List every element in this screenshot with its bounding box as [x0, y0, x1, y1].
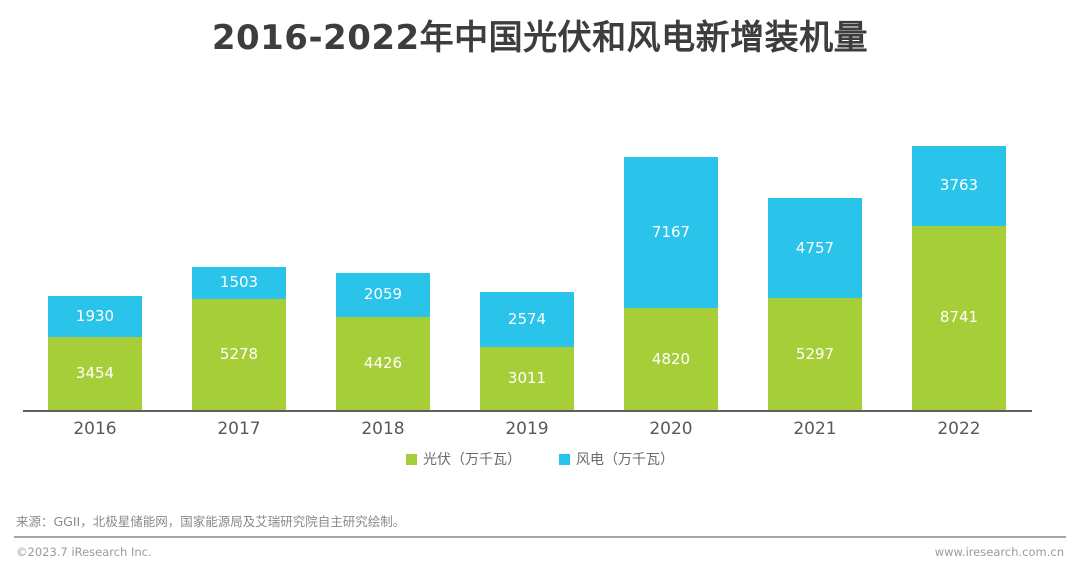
bar-2020-value-pv: 4820: [651, 349, 691, 368]
bar-2020-segment-wind: 7167: [624, 157, 718, 309]
x-tick-2018: 2018: [361, 419, 405, 439]
legend-item-pv: 光伏（万千瓦）: [406, 449, 521, 469]
bar-2021-value-wind: 4757: [795, 238, 835, 257]
bar-2017-segment-pv: 5278: [192, 298, 286, 410]
bar-2016: 1930 3454: [48, 296, 142, 410]
bar-2022: 3763 8741: [912, 146, 1006, 410]
bar-2018-segment-wind: 2059: [336, 273, 430, 317]
bar-2016-segment-wind: 1930: [48, 296, 142, 338]
bar-2017-value-pv: 5278: [219, 344, 259, 363]
bar-2022-value-pv: 8741: [939, 308, 979, 327]
bar-2020-segment-pv: 4820: [624, 308, 718, 410]
bar-2017-segment-wind: 1503: [192, 267, 286, 299]
pv-legend-label: 光伏（万千瓦）: [423, 452, 521, 468]
bar-2021-value-pv: 5297: [795, 344, 835, 363]
bar-2017: 1503 5278: [192, 267, 286, 410]
pv-legend-swatch-icon: [406, 453, 417, 465]
bar-2022-value-wind: 3763: [939, 176, 979, 195]
bars-area: 1930 3454 1503 5278 2059 4426 2574 3011 7167 4820…: [48, 130, 1006, 410]
source-note: 来源：GGII，北极星储能网，国家能源局及艾瑞研究院自主研究绘制。: [16, 514, 406, 529]
bar-2021-segment-pv: 5297: [768, 298, 862, 410]
wind-legend-label: 风电（万千瓦）: [576, 452, 674, 468]
bar-2020-value-wind: 7167: [651, 223, 691, 242]
bar-2019-value-wind: 2574: [507, 309, 547, 328]
x-axis-line: [23, 410, 1032, 412]
x-tick-2020: 2020: [649, 419, 693, 439]
bar-2019-segment-wind: 2574: [480, 292, 574, 347]
bar-2021: 4757 5297: [768, 198, 862, 410]
bar-2021-segment-wind: 4757: [768, 198, 862, 299]
x-tick-2017: 2017: [217, 419, 261, 439]
x-tick-2019: 2019: [505, 419, 549, 439]
bar-2019-value-pv: 3011: [507, 368, 547, 387]
bar-2020: 7167 4820: [624, 157, 718, 410]
bar-2016-segment-pv: 3454: [48, 337, 142, 410]
chart-title: 2016-2022年中国光伏和风电新增装机量: [211, 18, 869, 58]
legend-item-wind: 风电（万千瓦）: [559, 449, 674, 469]
website-text: www.iresearch.com.cn: [934, 545, 1064, 559]
x-tick-2021: 2021: [793, 419, 837, 439]
bar-2016-value-wind: 1930: [75, 307, 115, 326]
bar-2019: 2574 3011: [480, 292, 574, 410]
bar-2016-value-pv: 3454: [75, 364, 115, 383]
bar-2018-value-pv: 4426: [363, 353, 403, 372]
bar-2022-segment-pv: 8741: [912, 225, 1006, 410]
footer-divider: [14, 536, 1066, 538]
x-tick-2022: 2022: [937, 419, 981, 439]
x-tick-2016: 2016: [73, 419, 117, 439]
bar-2019-segment-pv: 3011: [480, 346, 574, 410]
x-axis-labels: 2016 2017 2018 2019 2020 2021 2022: [48, 419, 1006, 439]
wind-legend-swatch-icon: [559, 453, 570, 465]
bar-2018: 2059 4426: [336, 273, 430, 410]
bar-2018-value-wind: 2059: [363, 285, 403, 304]
bar-2018-segment-pv: 4426: [336, 316, 430, 410]
chart-legend: 光伏（万千瓦） 风电（万千瓦）: [0, 449, 1080, 469]
bar-2017-value-wind: 1503: [219, 273, 259, 292]
copyright-text: ©2023.7 iResearch Inc.: [16, 545, 152, 559]
bar-2022-segment-wind: 3763: [912, 146, 1006, 226]
